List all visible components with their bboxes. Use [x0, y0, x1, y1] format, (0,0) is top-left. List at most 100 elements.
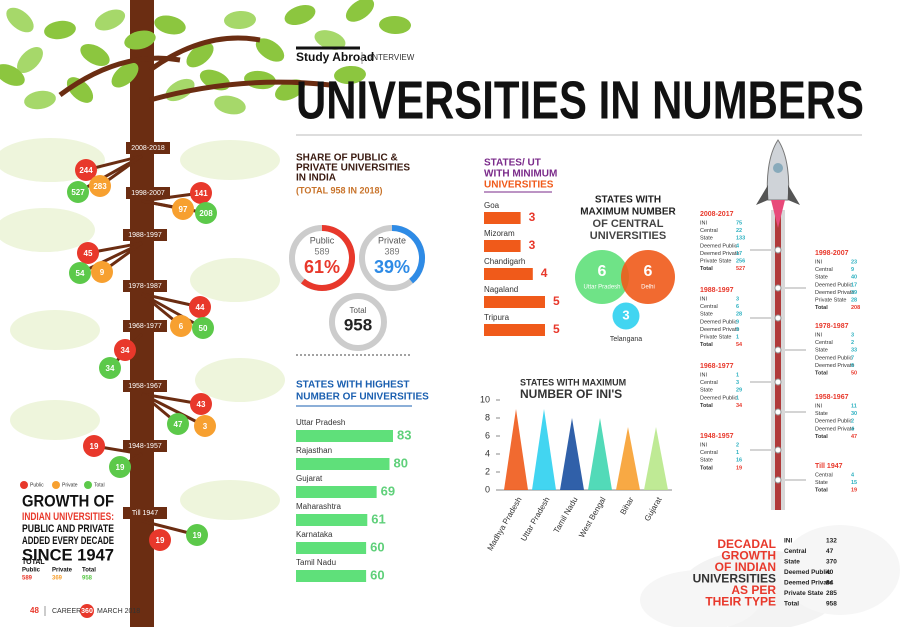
- donut-arc: [300, 225, 355, 291]
- apple-value: 208: [199, 209, 213, 218]
- legend-label: Total: [94, 482, 105, 488]
- decadal-title: UNIVERSITIES: [693, 572, 776, 586]
- decadal-type: Total: [784, 601, 799, 608]
- apple: [194, 415, 216, 437]
- row-type: Total: [700, 342, 713, 348]
- row-count: 28: [851, 297, 857, 303]
- donut-label: Public: [310, 235, 335, 245]
- totals-label: Private: [52, 568, 73, 574]
- apple: [190, 182, 212, 204]
- bar: [296, 542, 367, 554]
- bar: [296, 458, 390, 470]
- page-number: 48: [30, 606, 39, 615]
- totals-value: 369: [52, 576, 63, 582]
- category-label: Gujarat: [296, 474, 323, 483]
- decadal-title: DECADAL: [717, 537, 776, 551]
- row-type: INI: [815, 259, 823, 265]
- category-label: Tripura: [484, 313, 510, 322]
- y-tick-label: 8: [485, 412, 490, 422]
- triangle: [560, 418, 584, 490]
- value-label: 80: [393, 455, 407, 470]
- bar: [484, 240, 521, 252]
- row-count: 1: [736, 372, 739, 378]
- decade-label: 1948-1957: [128, 443, 162, 450]
- decadal-count: 285: [826, 590, 837, 597]
- apple-value: 45: [84, 249, 93, 258]
- decade-label: 1958-1967: [128, 383, 162, 390]
- chart-title: STATES WITH HIGHEST: [296, 380, 410, 391]
- row-count: 19: [851, 488, 857, 494]
- venn-circle: [575, 250, 629, 304]
- totals-value: 958: [82, 576, 93, 582]
- caption-line: GROWTH OF: [22, 491, 114, 510]
- share-subtitle: (TOTAL 958 IN 2018): [296, 185, 383, 195]
- caption-line: ADDED EVERY DECADE: [22, 535, 114, 547]
- apple-value: 19: [116, 463, 125, 472]
- chart-title: WITH MINIMUM: [484, 169, 557, 180]
- decadal-title: OF INDIAN: [715, 560, 776, 574]
- row-count: 133: [736, 236, 745, 242]
- row-count: 15: [851, 480, 857, 486]
- row-count: 3: [851, 332, 854, 338]
- row-count: 40: [851, 275, 857, 281]
- magazine: CAREERS: [52, 608, 86, 615]
- category-label: Tamil Nadu: [296, 558, 336, 567]
- decade-label-bg: [123, 380, 167, 392]
- row-type: Deemed Private: [815, 363, 854, 369]
- decadal-count: 958: [826, 601, 837, 608]
- row-count: 34: [736, 403, 743, 409]
- chart-title: NUMBER OF UNIVERSITIES: [296, 392, 429, 403]
- row-count: 1: [736, 334, 739, 340]
- value-label: 5: [553, 294, 560, 308]
- apple-value: 283: [93, 182, 107, 191]
- value-label: 60: [370, 539, 384, 554]
- decade-label-bg: [123, 320, 167, 332]
- row-type: INI: [700, 442, 708, 448]
- venn-label: Telangana: [610, 336, 642, 343]
- chart-title: STATES/ UT: [484, 158, 541, 169]
- timeline-dot: [774, 314, 782, 322]
- row-type: Central: [815, 340, 833, 346]
- bar: [296, 514, 368, 526]
- decadal-type: Central: [784, 548, 807, 555]
- category-label: Uttar Pradesh: [296, 418, 345, 427]
- row-count: 208: [851, 305, 860, 311]
- venn-value: 3: [622, 307, 629, 322]
- bar: [484, 324, 545, 336]
- venn-label: Uttar Pradesh: [583, 285, 620, 291]
- row-type: State: [815, 411, 828, 417]
- apple: [170, 315, 192, 337]
- central-title: UNIVERSITIES: [590, 230, 666, 242]
- apple: [77, 242, 99, 264]
- decade-label: 1978-1987: [128, 283, 162, 290]
- row-count: 28: [736, 312, 742, 318]
- row-count: 29: [736, 388, 742, 394]
- row-type: Central: [815, 472, 833, 478]
- period-label: Till 1947: [815, 463, 843, 470]
- total-label: Total: [350, 306, 367, 315]
- row-count: 3: [736, 296, 739, 302]
- row-type: Deemed Public: [815, 282, 853, 288]
- y-tick-label: 0: [485, 484, 490, 494]
- row-count: 7: [851, 355, 854, 361]
- issue: 360: [81, 608, 93, 615]
- row-count: 50: [851, 370, 857, 376]
- apple: [186, 524, 208, 546]
- row-type: Total: [815, 370, 828, 376]
- section-label: Study Abroad: [296, 50, 374, 64]
- decadal-type: Private State: [784, 590, 824, 597]
- category-label: Goa: [484, 201, 500, 210]
- row-count: 17: [736, 251, 742, 257]
- decade-label: Till 1947: [132, 510, 158, 517]
- category-label: Maharashtra: [296, 502, 341, 511]
- branch: [77, 154, 143, 194]
- row-type: Total: [815, 434, 828, 440]
- row-type: State: [700, 236, 713, 242]
- apple: [189, 296, 211, 318]
- apple-value: 50: [199, 324, 208, 333]
- row-count: 2: [851, 340, 854, 346]
- row-count: 16: [736, 458, 742, 464]
- apple: [83, 435, 105, 457]
- row-type: INI: [700, 220, 708, 226]
